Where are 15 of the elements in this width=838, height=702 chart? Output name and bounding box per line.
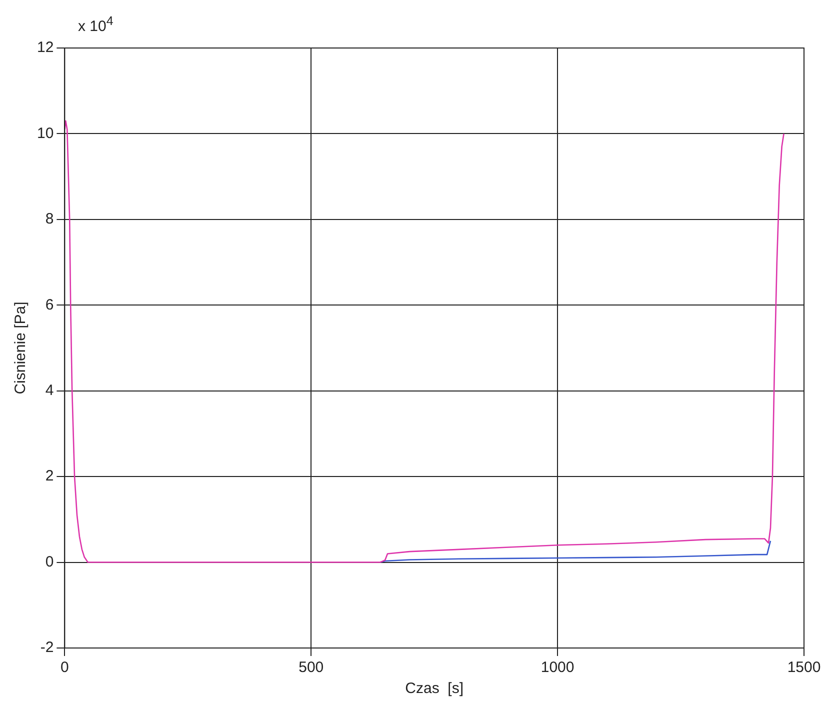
x-tick-label: 1500 <box>787 659 821 676</box>
y-tick-label: 0 <box>45 553 54 570</box>
y-tick-label: -2 <box>40 639 54 656</box>
y-tick-label: 6 <box>45 296 54 314</box>
y-tick-label: 10 <box>36 124 54 142</box>
y-tick-label: 2 <box>45 468 54 485</box>
y-tick-label: 12 <box>36 39 54 56</box>
x-tick-label: 1000 <box>540 659 574 676</box>
y-axis-title: Cisnienie [Pa] <box>12 302 30 394</box>
text: x 10$^{4}$ <box>78 14 114 35</box>
x-tick-label: 500 <box>298 659 324 676</box>
y-tick-label: 8 <box>45 210 54 228</box>
x-axis-title: Czas [s] <box>405 680 464 698</box>
y-tick-label: 4 <box>45 382 54 399</box>
x-tick-label: 0 <box>60 659 69 676</box>
